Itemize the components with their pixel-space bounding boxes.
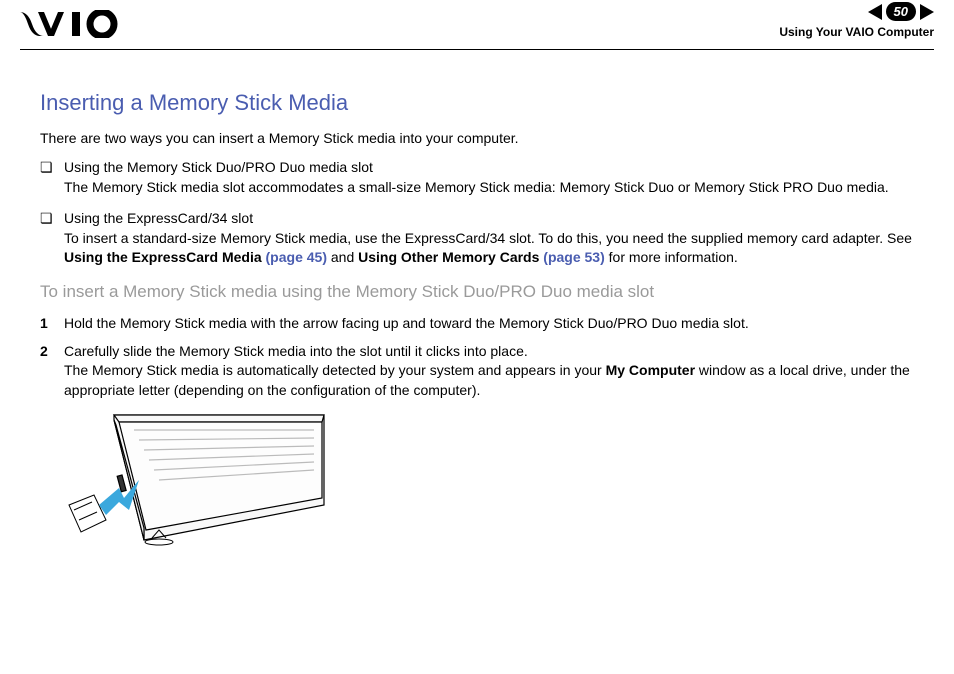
bullet-heading: Using the Memory Stick Duo/PRO Duo media… [64,159,373,175]
page-number: 50 [886,2,916,21]
step-number: 2 [40,342,64,401]
page-ref-link[interactable]: (page 45) [262,249,327,265]
step-text: Carefully slide the Memory Stick media i… [64,342,914,401]
step-number: 1 [40,314,64,334]
next-page-arrow-icon[interactable] [920,4,934,20]
page-navigation: 50 Using Your VAIO Computer [779,2,934,39]
bullet-mid: and [327,249,358,265]
page-title: Inserting a Memory Stick Media [40,90,914,116]
bullet-text: Using the Memory Stick Duo/PRO Duo media… [64,158,914,197]
step-line2-pre: The Memory Stick media is automatically … [64,362,606,378]
vaio-logo [20,10,130,41]
step-text: Hold the Memory Stick media with the arr… [64,314,914,334]
step-line1: Carefully slide the Memory Stick media i… [64,343,528,359]
page-header: 50 Using Your VAIO Computer [20,0,934,50]
step-item: 1 Hold the Memory Stick media with the a… [40,314,914,334]
link-text[interactable]: Using the ExpressCard Media [64,249,262,265]
bullet-heading: Using the ExpressCard/34 slot [64,210,253,226]
list-item: ❏ Using the Memory Stick Duo/PRO Duo med… [40,158,914,197]
intro-text: There are two ways you can insert a Memo… [40,130,914,146]
sub-heading: To insert a Memory Stick media using the… [40,282,914,302]
page-content: Inserting a Memory Stick Media There are… [0,50,954,553]
bullet-body-post: for more information. [605,249,738,265]
bullet-body: The Memory Stick media slot accommodates… [64,179,889,195]
step-item: 2 Carefully slide the Memory Stick media… [40,342,914,401]
link-text[interactable]: Using Other Memory Cards [358,249,539,265]
prev-page-arrow-icon[interactable] [868,4,882,20]
list-item: ❏ Using the ExpressCard/34 slot To inser… [40,209,914,268]
bullet-icon: ❏ [40,158,64,197]
page-badge: 50 [868,2,934,21]
bullet-text: Using the ExpressCard/34 slot To insert … [64,209,914,268]
bullet-icon: ❏ [40,209,64,268]
section-label: Using Your VAIO Computer [779,25,934,39]
ui-reference: My Computer [606,362,695,378]
insertion-illustration [64,410,914,553]
bullet-body-pre: To insert a standard-size Memory Stick m… [64,230,912,246]
page-ref-link[interactable]: (page 53) [539,249,604,265]
